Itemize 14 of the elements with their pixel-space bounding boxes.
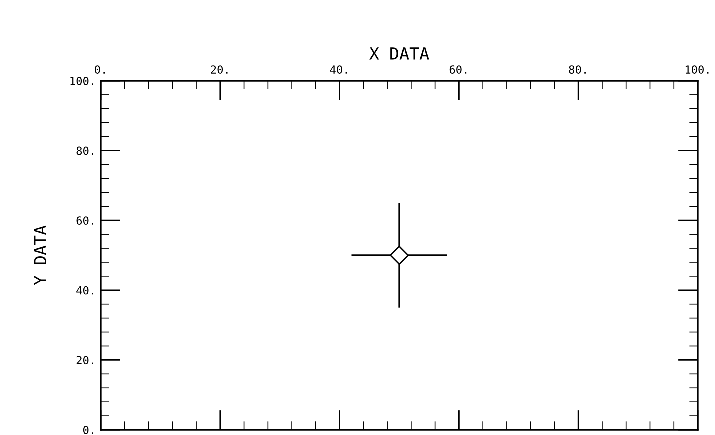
x-tick-label: 60.: [450, 66, 467, 74]
y-tick-label: 40.: [76, 286, 94, 295]
x-tick-label: 100.: [686, 66, 709, 74]
y-tick-label: 100.: [70, 77, 94, 86]
x-tick-label: 40.: [330, 66, 348, 74]
x-tick-label: 80.: [569, 66, 586, 74]
x-tick-label: 0.: [95, 66, 106, 74]
y-tick-label: 60.: [76, 216, 94, 226]
y-tick-label: 0.: [83, 426, 94, 434]
y-axis-title: Y DATA: [34, 226, 46, 286]
x-axis-title: X DATA: [370, 48, 430, 60]
x-tick-label: 20.: [211, 66, 228, 74]
y-tick-label: 20.: [76, 356, 94, 365]
y-tick-label: 80.: [76, 146, 94, 156]
